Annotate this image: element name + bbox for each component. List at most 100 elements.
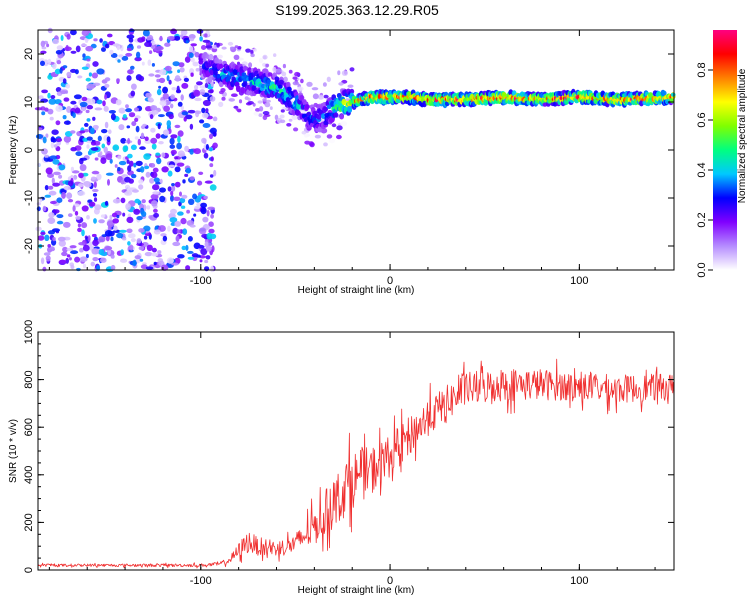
spectrogram-noise-cell [179, 67, 185, 73]
spectrogram-noise-cell [151, 171, 158, 179]
spectrogram-noise-cell [74, 107, 81, 114]
spectrogram-noise-cell [109, 49, 114, 55]
spectrogram-noise-cell [96, 99, 103, 105]
spectrogram-noise-cell [175, 235, 180, 243]
spectrogram-noise-cell [141, 211, 147, 217]
spectrogram-noise-cell [174, 221, 182, 227]
spectrogram-noise-cell [41, 89, 48, 94]
spectrogram-noise-cell [170, 28, 178, 35]
spectrogram-noise-cell [193, 148, 201, 155]
spectrogram-noise-cell [108, 129, 112, 134]
spectrogram-noise-cell [70, 264, 75, 270]
spectrogram-noise-cell [150, 137, 158, 144]
spectrogram-noise-cell [78, 183, 84, 188]
colorbar-tick-label: 0.0 [696, 262, 708, 277]
spectrogram-noise-cell [79, 164, 87, 172]
spectrogram-noise-cell [107, 179, 110, 186]
spectrogram-noise-cell [120, 179, 125, 185]
spectrogram-noise-cell [104, 77, 111, 82]
spectrogram-noise-cell [190, 43, 197, 47]
spectrogram-noise-cell [81, 66, 89, 70]
spectrogram-noise-cell [154, 195, 158, 200]
spectrogram-noise-cell [188, 34, 196, 40]
spectrogram-noise-cell [159, 100, 167, 106]
spectrogram-noise-cell [62, 246, 68, 253]
spectrogram-ridge-cell [213, 69, 218, 76]
spectrogram-noise-cell [104, 83, 110, 88]
spectrogram-noise-cell [171, 87, 177, 91]
spectrogram-noise-cell [190, 57, 195, 63]
spectrogram-noise-cell [170, 149, 177, 155]
spectrogram-noise-cell [142, 123, 147, 127]
spectrogram-noise-cell [60, 35, 64, 41]
spectrogram-noise-cell [120, 197, 126, 204]
spectrogram-noise-cell [213, 169, 217, 177]
spectrogram-y-tick-label: -20 [23, 238, 35, 254]
spectrogram-noise-cell [177, 254, 185, 259]
spectrogram-noise-cell [194, 84, 199, 90]
spectrogram-noise-cell [183, 116, 187, 122]
spectrogram-noise-cell [171, 185, 176, 192]
spectrogram-noise-cell [210, 156, 214, 162]
spectrogram-noise-cell [126, 47, 132, 52]
spectrogram-y-tick-label: 0 [23, 147, 35, 153]
spectrogram-noise-cell [58, 240, 66, 247]
spectrogram-noise-cell [103, 146, 108, 153]
spectrogram-noise-cell [125, 203, 131, 211]
spectrogram-noise-cell [90, 261, 96, 267]
spectrogram-noise-cell [44, 107, 49, 112]
spectrogram-noise-cell [101, 129, 108, 134]
spectrogram-noise-cell [188, 52, 194, 59]
spectrogram-ridge-cell [316, 114, 322, 120]
spectrogram-noise-cell [108, 110, 116, 114]
spectrogram-noise-cell [210, 82, 214, 87]
spectrogram-noise-cell [162, 93, 169, 100]
spectrogram-noise-cell [228, 98, 235, 102]
spectrogram-noise-cell [136, 216, 143, 221]
spectrogram-noise-cell [113, 225, 118, 231]
spectrogram-noise-cell [114, 164, 118, 168]
spectrogram-noise-cell [70, 130, 76, 134]
spectrogram-noise-cell [125, 52, 133, 57]
spectrogram-noise-cell [291, 114, 298, 120]
spectrogram-noise-cell [149, 163, 156, 168]
spectrogram-noise-cell [35, 226, 42, 232]
spectrogram-noise-cell [134, 56, 142, 62]
spectrogram-noise-cell [197, 180, 203, 186]
spectrogram-noise-cell [164, 65, 172, 72]
spectrogram-ridge-cell [333, 112, 339, 118]
spectrogram-noise-cell [209, 96, 216, 102]
spectrogram-noise-cell [134, 136, 139, 140]
spectrogram-noise-cell [221, 96, 226, 101]
spectrogram-noise-cell [66, 247, 74, 251]
spectrogram-noise-cell [145, 171, 151, 178]
spectrogram-noise-cell [279, 119, 286, 124]
spectrogram-noise-cell [45, 167, 53, 175]
spectrogram-noise-cell [105, 43, 110, 49]
spectrogram-noise-cell [71, 170, 80, 174]
spectrogram-noise-cell [91, 248, 99, 255]
spectrogram-noise-cell [182, 228, 188, 235]
spectrogram-ridge-cell [299, 95, 305, 101]
spectrogram-noise-cell [43, 252, 51, 256]
spectrogram-noise-cell [158, 225, 166, 232]
spectrogram-noise-cell [81, 96, 88, 102]
snr-x-ticks: -100 0 100 [48, 332, 656, 587]
spectrogram-noise-cell [128, 37, 134, 43]
spectrogram-noise-cell [258, 57, 264, 64]
spectrogram-noise-cell [326, 76, 331, 83]
spectrogram-noise-cell [158, 141, 164, 145]
spectrogram-noise-cell [130, 65, 135, 70]
spectrogram-noise-cell [137, 138, 141, 146]
spectrogram-noise-cell [205, 144, 209, 150]
spectrogram-noise-cell [198, 227, 207, 235]
colorbar-tick-label: 0.2 [696, 212, 708, 227]
spectrogram-noise-cell [58, 164, 66, 171]
spectrogram-noise-cell [148, 73, 155, 77]
spectrogram-noise-cell [252, 102, 256, 107]
spectrogram-noise-cell [56, 220, 64, 225]
spectrogram-noise-cell [170, 103, 174, 109]
spectrogram-noise-cell [42, 205, 47, 212]
spectrogram-noise-cell [205, 108, 209, 113]
spectrogram-noise-cell [192, 61, 199, 67]
